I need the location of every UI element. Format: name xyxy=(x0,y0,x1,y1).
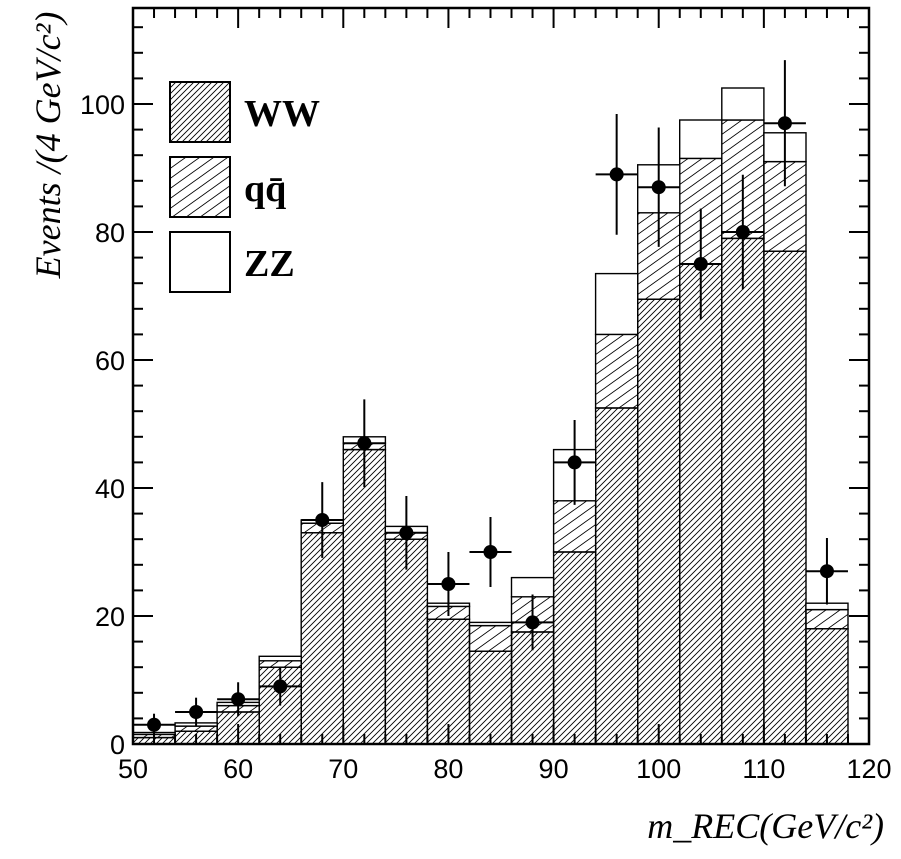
y-tick-label: 60 xyxy=(95,346,125,376)
data-point-marker xyxy=(567,455,582,470)
y-axis: 0 20 40 60 80 100 xyxy=(80,26,869,760)
data-point-2 xyxy=(217,682,260,717)
data-point-marker xyxy=(609,167,624,182)
data-point-marker xyxy=(231,692,246,707)
x-tick-label: 90 xyxy=(539,754,569,784)
data-point-10 xyxy=(553,419,596,505)
data-point-marker xyxy=(483,545,498,559)
data-point-marker xyxy=(735,225,750,239)
data-point-7 xyxy=(427,552,470,616)
data-point-marker xyxy=(693,257,708,271)
x-tick-label: 50 xyxy=(118,754,148,784)
bar-zz-9 xyxy=(510,576,555,598)
data-point-marker xyxy=(819,564,834,579)
legend-swatch-zz xyxy=(169,231,231,293)
data-point-marker xyxy=(315,513,330,527)
y-tick-label: 0 xyxy=(110,730,125,760)
x-tick-label: 120 xyxy=(846,754,891,784)
bar-zz-11 xyxy=(594,272,639,336)
bar-ww-5 xyxy=(342,448,387,745)
bar-ww-8 xyxy=(468,650,513,745)
data-point-16 xyxy=(805,537,848,605)
bar-zz-8 xyxy=(468,621,513,627)
bar-qq-3 xyxy=(258,660,303,668)
x-axis-label: m_REC(GeV/c²) xyxy=(647,806,884,846)
data-point-marker xyxy=(189,705,204,719)
data-point-5 xyxy=(343,399,386,488)
bar-qq-11 xyxy=(594,333,639,409)
bar-qq-1 xyxy=(174,725,218,732)
data-point-marker xyxy=(357,436,372,451)
data-point-marker xyxy=(525,615,540,630)
data-point-marker xyxy=(777,116,792,131)
legend-swatch-qq xyxy=(169,156,231,218)
data-points xyxy=(133,60,848,736)
bar-zz-13 xyxy=(679,119,723,160)
y-axis-label: Events /(4 GeV/c²) xyxy=(28,12,68,280)
x-tick-label: 80 xyxy=(433,754,463,784)
data-point-9 xyxy=(511,594,554,651)
bar-qq-10 xyxy=(552,500,597,553)
bar-ww-10 xyxy=(552,551,597,745)
histogram-bars xyxy=(132,87,849,745)
data-point-0 xyxy=(133,713,176,736)
x-tick-label: 60 xyxy=(223,754,253,784)
bar-ww-15 xyxy=(763,250,807,745)
legend-entry-zz: ZZ xyxy=(169,231,295,293)
plot-frame xyxy=(131,6,871,746)
y-tick-label: 100 xyxy=(80,90,125,120)
legend-label-zz: ZZ xyxy=(244,243,295,285)
legend: WW qq̄ ZZ xyxy=(169,81,320,293)
data-point-marker xyxy=(147,717,162,732)
y-tick-label: 40 xyxy=(95,474,125,504)
x-axis: 50 60 70 80 90 100 110 120 xyxy=(118,8,892,784)
x-tick-label: 100 xyxy=(636,754,681,784)
data-point-marker xyxy=(651,180,666,195)
y-tick-label: 80 xyxy=(95,218,125,248)
data-point-12 xyxy=(637,127,680,247)
bar-qq-16 xyxy=(805,608,849,630)
bar-qq-8 xyxy=(468,624,513,652)
bar-ww-12 xyxy=(637,298,681,745)
data-point-14 xyxy=(721,174,764,290)
data-point-marker xyxy=(399,525,414,540)
legend-entry-qq: qq̄ xyxy=(169,156,286,218)
data-point-15 xyxy=(763,60,806,187)
legend-swatch-ww xyxy=(169,81,231,143)
data-point-3 xyxy=(259,667,302,706)
data-point-8 xyxy=(469,516,512,588)
bar-ww-16 xyxy=(805,628,849,745)
data-point-13 xyxy=(679,208,722,320)
legend-label-qq: qq̄ xyxy=(244,168,286,210)
data-point-1 xyxy=(175,697,218,727)
x-tick-label: 110 xyxy=(742,754,785,784)
data-point-marker xyxy=(441,577,456,591)
legend-label-ww: WW xyxy=(244,93,320,135)
bar-zz-3 xyxy=(258,655,303,662)
y-tick-label: 20 xyxy=(95,602,125,632)
data-point-4 xyxy=(301,482,344,558)
data-point-marker xyxy=(273,679,288,694)
bar-zz-14 xyxy=(721,87,765,121)
legend-entry-ww: WW xyxy=(169,81,320,143)
data-point-6 xyxy=(385,496,428,570)
bar-ww-6 xyxy=(384,538,429,745)
bar-ww-13 xyxy=(679,263,723,745)
bar-ww-11 xyxy=(594,407,639,745)
data-point-11 xyxy=(595,114,638,235)
bar-ww-14 xyxy=(721,237,765,745)
x-tick-label: 70 xyxy=(328,754,358,784)
bar-ww-4 xyxy=(300,532,345,745)
